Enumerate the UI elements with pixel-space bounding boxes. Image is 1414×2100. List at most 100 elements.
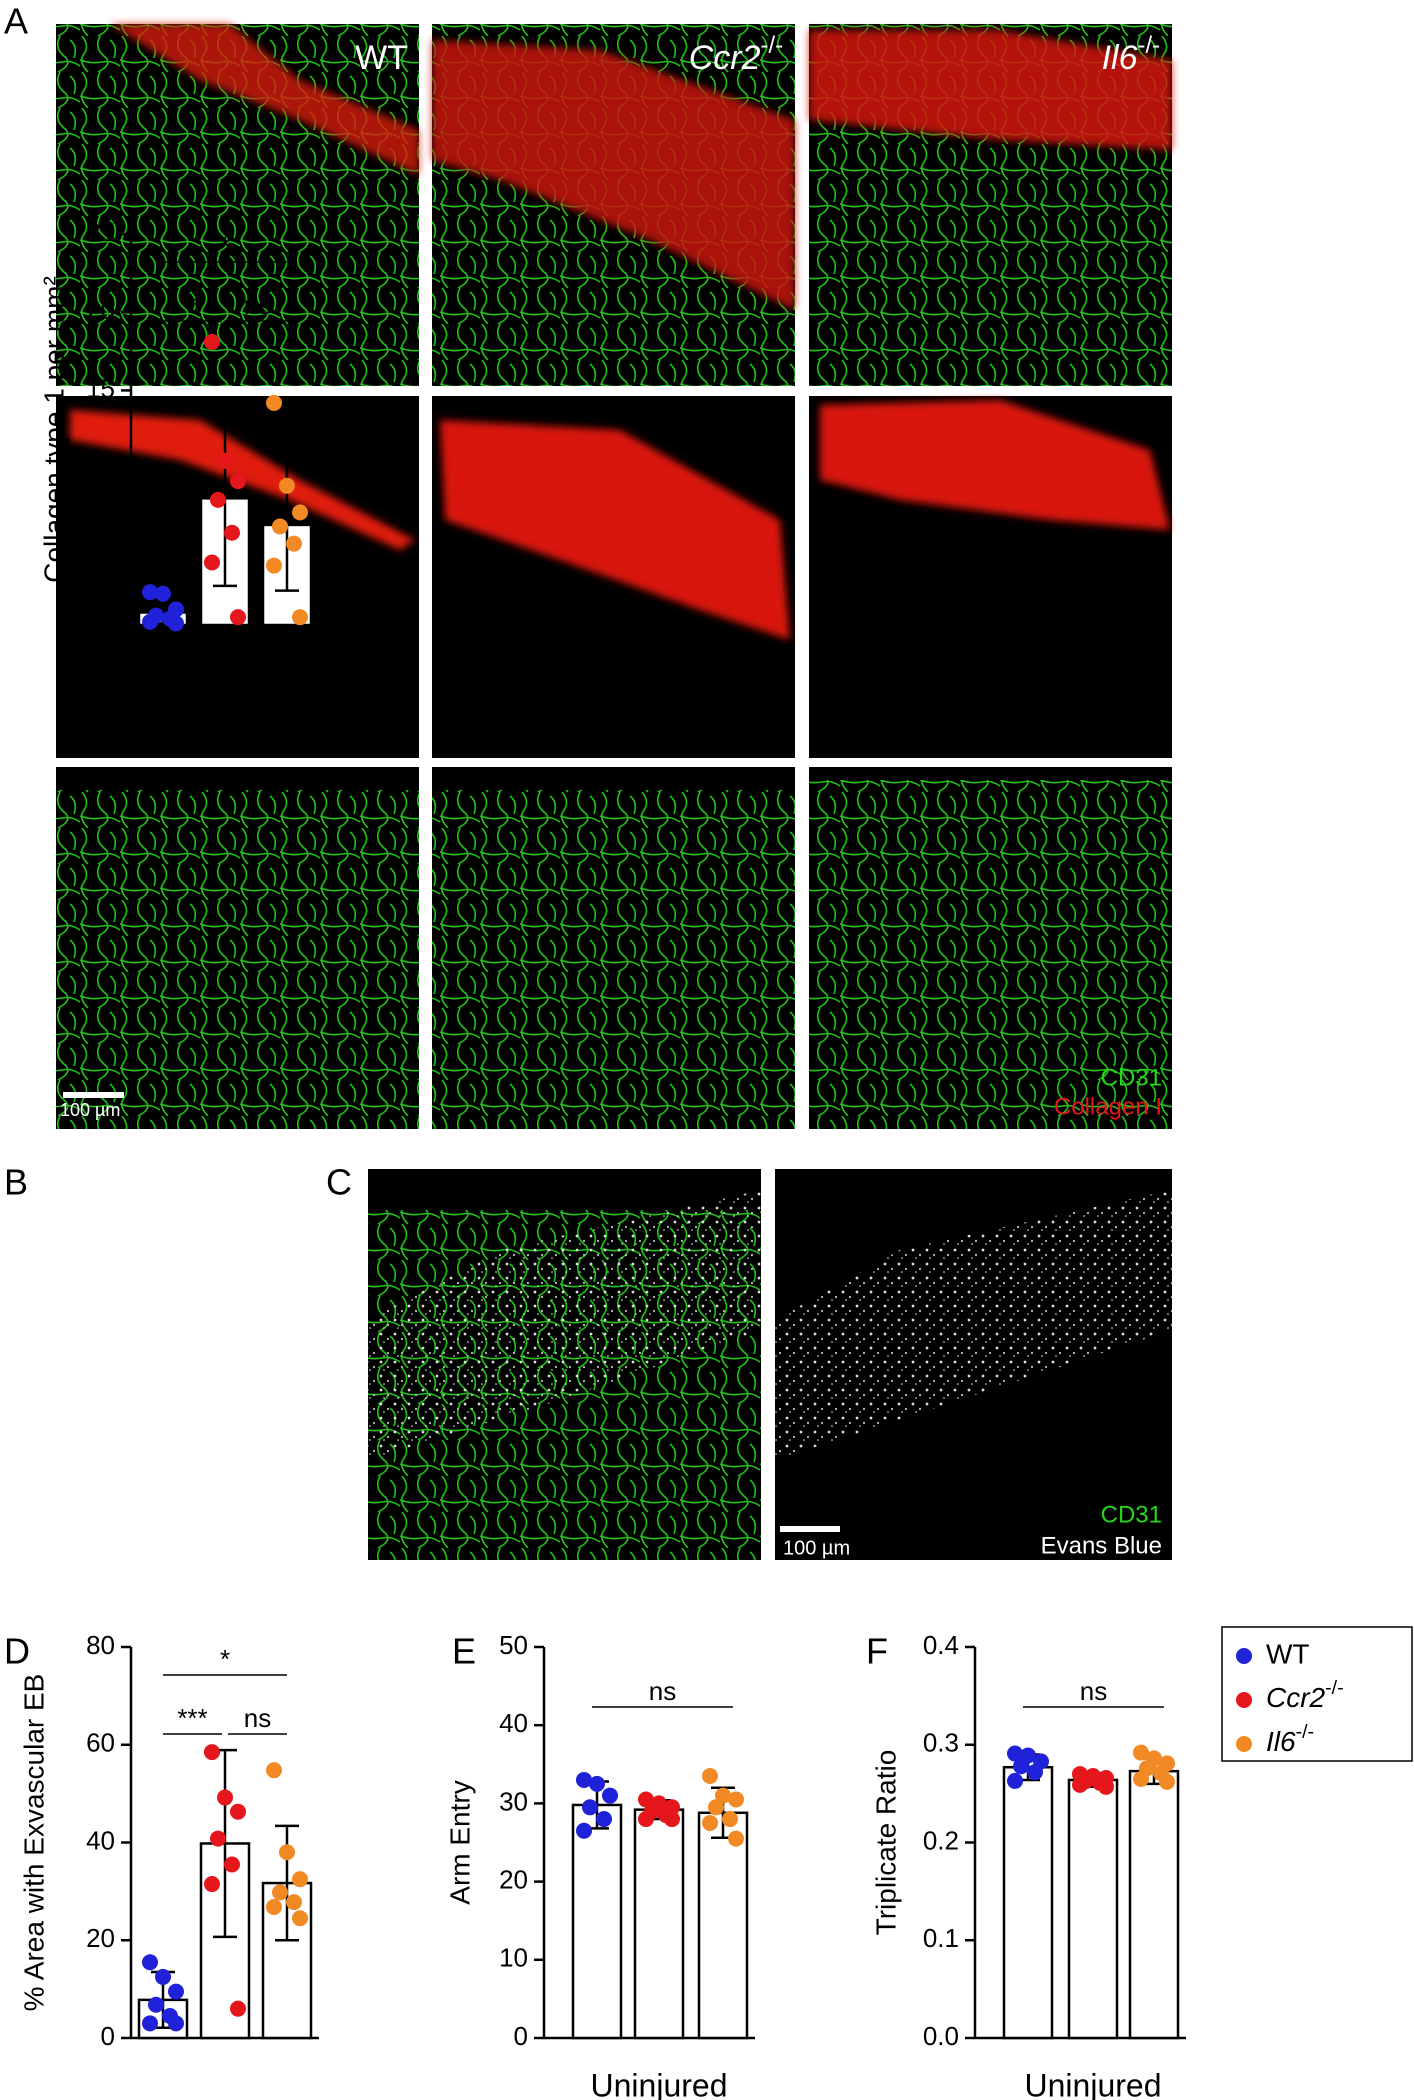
data-point <box>708 1799 724 1816</box>
y-tick-label: 20 <box>499 1864 528 1894</box>
y-tick-label: 0.4 <box>923 1630 959 1660</box>
y-tick-label: 10 <box>499 1943 528 1973</box>
image-texture <box>56 790 419 1129</box>
y-tick-label: 20 <box>86 295 115 325</box>
scale-bar-label: 100 µm <box>783 1537 850 1559</box>
y-axis-label: Collagen type 1 per mm² <box>38 276 69 583</box>
data-point <box>702 1814 718 1831</box>
data-point <box>272 1884 288 1901</box>
significance-label: ns <box>649 1676 676 1706</box>
data-point <box>217 452 233 469</box>
legend-marker <box>1236 1648 1252 1664</box>
data-point <box>664 1811 680 1828</box>
column-label: Il6-/- <box>1102 32 1160 77</box>
data-point <box>292 504 308 521</box>
y-tick-label: 60 <box>86 1728 115 1758</box>
data-point <box>272 518 288 535</box>
data-point <box>204 1876 220 1893</box>
data-point <box>292 609 308 626</box>
data-point <box>638 1811 654 1828</box>
data-point <box>142 584 158 601</box>
data-point <box>230 609 246 626</box>
data-point <box>1098 1778 1114 1795</box>
channel-label: Collagen I <box>1054 1093 1162 1120</box>
panel-label: E <box>452 1631 476 1672</box>
data-point <box>279 477 295 494</box>
image-texture <box>110 24 419 175</box>
y-tick-label: 0 <box>101 2021 115 2051</box>
image-texture <box>775 1190 1172 1460</box>
significance-label: * <box>220 231 230 261</box>
x-axis-label: Uninjured <box>1025 2067 1162 2100</box>
data-point <box>596 1811 612 1828</box>
y-tick-label: 0.2 <box>923 1825 959 1855</box>
legend-box <box>1221 1626 1413 1762</box>
y-tick-label: 15 <box>86 373 115 403</box>
y-tick-label: 20 <box>86 1923 115 1953</box>
bar <box>633 1808 685 2040</box>
legend-label: Il6-/- <box>1266 1721 1314 1757</box>
data-point <box>1133 1770 1149 1787</box>
significance-label: * <box>220 1644 230 1674</box>
image-texture <box>440 420 790 640</box>
data-point <box>155 1968 171 1985</box>
legend-label: Ccr2-/- <box>1266 1677 1344 1713</box>
data-point <box>217 1789 233 1806</box>
data-point <box>722 1811 738 1828</box>
image-texture <box>432 40 795 310</box>
data-point <box>204 1744 220 1761</box>
bar <box>1128 1769 1180 2040</box>
y-tick-label: 5 <box>101 530 115 560</box>
significance-label: *** <box>177 1703 207 1733</box>
data-point <box>1007 1772 1023 1789</box>
column-label: WT <box>355 39 408 77</box>
y-tick-label: 0.0 <box>923 2021 959 2051</box>
data-point <box>576 1771 592 1788</box>
channel-label: CD31 <box>1101 1501 1162 1528</box>
y-tick-label: 80 <box>86 1630 115 1660</box>
significance-label: ** <box>182 290 202 320</box>
data-point <box>230 473 246 490</box>
y-axis-label: % Area with Exvascular EB <box>18 1674 49 2012</box>
x-axis-label: Uninjured <box>591 2067 728 2100</box>
data-point <box>266 557 282 574</box>
y-tick-label: 10 <box>86 451 115 481</box>
data-point <box>1027 1764 1043 1781</box>
y-tick-label: 40 <box>499 1708 528 1738</box>
panel-a-images <box>56 24 1172 1129</box>
y-tick-label: 0 <box>514 2021 528 2051</box>
data-point <box>286 1894 302 1911</box>
bar <box>571 1803 623 2040</box>
y-tick-label: 30 <box>499 1786 528 1816</box>
y-tick-label: 50 <box>499 1630 528 1660</box>
data-point <box>210 491 226 508</box>
data-point <box>168 1983 184 2000</box>
y-tick-label: 0.1 <box>923 1923 959 1953</box>
data-point <box>266 1762 282 1779</box>
data-point <box>142 1954 158 1971</box>
data-point <box>204 554 220 571</box>
data-point <box>576 1822 592 1839</box>
panel-label: C <box>326 1162 352 1203</box>
y-tick-label: 0.3 <box>923 1728 959 1758</box>
data-point <box>589 1775 605 1792</box>
data-point <box>204 333 220 350</box>
y-tick-label: 25 <box>86 217 115 247</box>
data-point <box>155 585 171 602</box>
legend-label: WT <box>1266 1638 1310 1669</box>
column-label: Ccr2-/- <box>689 32 783 77</box>
data-point <box>142 2015 158 2032</box>
data-point <box>148 1996 164 2013</box>
panel-label: B <box>4 1162 28 1203</box>
data-point <box>1013 1758 1029 1775</box>
image-texture <box>820 400 1170 530</box>
data-point <box>702 1768 718 1785</box>
y-tick-label: 0 <box>101 608 115 638</box>
bar <box>1002 1765 1054 2040</box>
channel-label: Evans Blue <box>1041 1532 1162 1559</box>
significance-label: ns <box>244 1703 271 1733</box>
panel-c-images <box>368 1169 1172 1560</box>
image-texture <box>432 790 795 1129</box>
